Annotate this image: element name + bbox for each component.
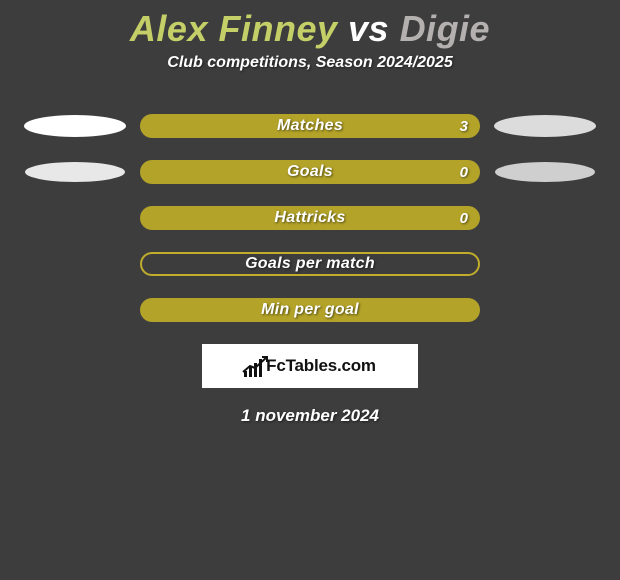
right-value: 0 [460,210,468,227]
stat-label: Goals per match [245,255,375,273]
stat-bar: Goals 0 [140,160,480,184]
right-value: 0 [460,164,468,181]
rows: Matches 3 Goals 0 Hattri [0,114,620,322]
title-player2: Digie [400,8,491,49]
stat-row-matches: Matches 3 [0,114,620,138]
title-vs: vs [348,8,389,49]
stat-bar: Min per goal [140,298,480,322]
stat-row-gpm: Goals per match [0,252,620,276]
stat-row-mpg: Min per goal [0,298,620,322]
stat-row-hattricks: Hattricks 0 [0,206,620,230]
left-ellipse [24,115,126,137]
left-side [20,115,130,137]
infographic-container: Alex Finney vs Digie Club competitions, … [0,0,620,580]
logo-text: FcTables.com [266,356,376,376]
stat-label: Min per goal [261,301,359,319]
left-ellipse [25,162,125,182]
subtitle: Club competitions, Season 2024/2025 [0,54,620,72]
stat-bar: Goals per match [140,252,480,276]
page-title: Alex Finney vs Digie [0,0,620,54]
fctables-logo-link[interactable]: FcTables.com [202,344,418,388]
stat-label: Goals [287,163,333,181]
right-side [490,162,600,182]
right-side [490,115,600,137]
left-side [20,162,130,182]
date-label: 1 november 2024 [0,406,620,426]
right-ellipse [495,162,595,182]
stat-bar: Hattricks 0 [140,206,480,230]
stat-label: Hattricks [274,209,345,227]
stat-label: Matches [277,117,343,135]
stat-row-goals: Goals 0 [0,160,620,184]
right-ellipse [494,115,596,137]
right-value: 3 [460,118,468,135]
chart-icon [244,355,262,377]
stat-bar: Matches 3 [140,114,480,138]
title-player1: Alex Finney [130,8,338,49]
